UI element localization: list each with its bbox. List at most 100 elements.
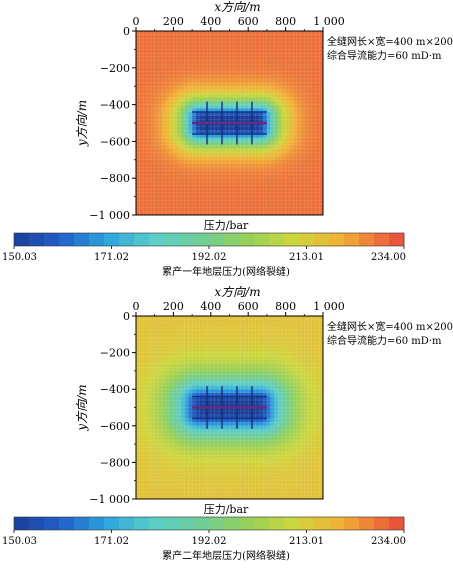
pressure-cell: [236, 71, 242, 76]
pressure-cell: [296, 403, 301, 408]
pressure-cell: [207, 418, 212, 423]
pressure-cell: [240, 389, 245, 394]
pressure-cell: [203, 477, 208, 482]
pressure-cell: [207, 370, 212, 375]
pressure-cell: [139, 466, 144, 471]
pressure-cell: [274, 359, 279, 364]
pressure-cell: [308, 319, 313, 324]
pressure-cell: [259, 462, 264, 467]
pressure-cell: [218, 115, 223, 120]
pressure-cell: [236, 207, 242, 212]
pressure-cell: [139, 207, 144, 212]
pressure-cell: [169, 436, 174, 441]
pressure-cell: [319, 156, 324, 161]
pressure-cell: [240, 341, 245, 346]
pressure-cell: [158, 93, 163, 98]
pressure-cell: [240, 378, 245, 383]
pressure-cell: [177, 418, 182, 423]
pressure-cell: [214, 167, 219, 172]
pressure-cell: [203, 422, 208, 427]
pressure-cell: [150, 67, 156, 72]
pressure-cell: [315, 56, 320, 61]
pressure-cell: [296, 440, 301, 445]
pressure-cell: [255, 111, 260, 116]
pressure-cell: [184, 82, 189, 87]
pressure-cell: [266, 451, 271, 456]
pressure-cell: [165, 108, 171, 113]
pressure-cell: [136, 389, 141, 394]
pressure-cell: [293, 130, 298, 135]
pressure-cell: [210, 466, 215, 471]
pressure-cell: [173, 152, 178, 157]
pressure-cell: [188, 111, 193, 116]
pressure-cell: [136, 473, 141, 478]
pressure-cell: [248, 145, 253, 150]
pressure-cell: [192, 491, 197, 496]
pressure-cell: [150, 49, 156, 54]
pressure-cell: [236, 455, 242, 460]
pressure-cell: [300, 359, 305, 364]
pressure-cell: [251, 466, 257, 471]
pressure-cell: [293, 152, 298, 157]
pressure-cell: [203, 337, 208, 342]
pressure-cell: [158, 480, 163, 485]
pressure-cell: [233, 462, 238, 467]
pressure-cell: [296, 484, 301, 489]
pressure-cell: [270, 207, 275, 212]
pressure-cell: [139, 330, 144, 335]
pressure-cell: [289, 484, 294, 489]
pressure-cell: [169, 462, 174, 467]
pressure-cell: [263, 119, 268, 124]
pressure-cell: [218, 407, 223, 412]
pressure-cell: [315, 75, 320, 80]
pressure-cell: [150, 414, 156, 419]
pressure-cell: [285, 403, 290, 408]
pressure-cell: [229, 82, 234, 87]
pressure-cell: [199, 111, 204, 116]
pressure-cell: [165, 495, 171, 500]
pressure-cell: [222, 60, 227, 65]
pressure-cell: [184, 411, 189, 416]
pressure-cell: [162, 396, 167, 401]
pressure-cell: [263, 477, 268, 482]
pressure-cell: [251, 115, 257, 120]
pressure-cell: [203, 451, 208, 456]
pressure-cell: [289, 341, 294, 346]
pressure-cell: [285, 491, 290, 496]
pressure-cell: [319, 207, 324, 212]
pressure-cell: [218, 137, 223, 142]
pressure-cell: [203, 396, 208, 401]
pressure-cell: [158, 403, 163, 408]
pressure-cell: [203, 38, 208, 43]
pressure-cell: [199, 356, 204, 361]
pressure-cell: [150, 433, 156, 438]
pressure-cell: [173, 345, 178, 350]
pressure-cell: [251, 381, 257, 386]
pressure-cell: [270, 53, 275, 58]
pressure-cell: [296, 45, 301, 50]
pressure-cell: [281, 178, 286, 183]
pressure-cell: [281, 71, 286, 76]
pressure-cell: [251, 341, 257, 346]
pressure-cell: [263, 429, 268, 434]
colorbar-segment: [329, 233, 345, 246]
pressure-cell: [158, 152, 163, 157]
pressure-cell: [229, 378, 234, 383]
pressure-cell: [203, 42, 208, 47]
pressure-cell: [308, 458, 313, 463]
pressure-cell: [289, 356, 294, 361]
y-tick-label: −800: [100, 172, 130, 185]
pressure-cell: [300, 123, 305, 128]
pressure-cell: [281, 491, 286, 496]
pressure-cell: [162, 411, 167, 416]
pressure-cell: [300, 45, 305, 50]
pressure-cell: [274, 189, 279, 194]
pressure-cell: [259, 440, 264, 445]
pressure-cell: [263, 196, 268, 201]
pressure-cell: [214, 316, 219, 321]
pressure-cell: [304, 403, 309, 408]
pressure-cell: [147, 75, 152, 80]
pressure-cell: [192, 38, 197, 43]
pressure-cell: [195, 111, 200, 116]
pressure-cell: [143, 104, 148, 109]
